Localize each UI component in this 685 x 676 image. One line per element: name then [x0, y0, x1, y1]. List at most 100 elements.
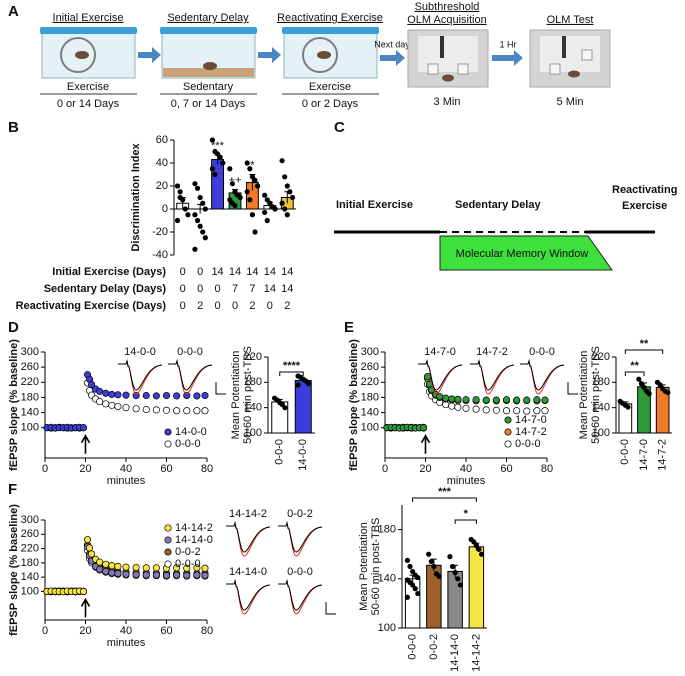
data-point: [229, 181, 235, 187]
y-tick-label: 220: [244, 351, 262, 363]
data-point: [108, 401, 116, 409]
panel-c: Initial Exercise Sedentary Delay Reactiv…: [334, 184, 677, 271]
phase-label: Reactivating: [612, 184, 677, 196]
x-tick-label: 14-14-0: [449, 634, 461, 672]
data-point: [244, 189, 250, 195]
data-point: [152, 564, 160, 572]
data-point: [193, 564, 201, 572]
data-point: [523, 396, 531, 404]
data-point: [83, 536, 92, 544]
data-point: [177, 194, 183, 201]
data-point: [404, 557, 411, 563]
data-point: [284, 183, 290, 189]
legend-label: 0-0-2: [175, 546, 201, 558]
data-point: [415, 574, 421, 581]
y-tick-label: 180: [592, 376, 610, 388]
table-cell: 14: [211, 266, 223, 278]
arena-cue: [562, 36, 566, 58]
data-point: [625, 404, 631, 410]
data-point: [264, 217, 270, 224]
trace-label: 14-7-2: [476, 346, 508, 358]
data-point: [449, 563, 456, 570]
data-point: [194, 185, 201, 191]
data-point: [426, 551, 432, 557]
data-point: [407, 563, 413, 570]
table-cell: 14: [229, 266, 241, 278]
trace-label: 0-0-0: [529, 346, 555, 358]
y-axis-label: Mean Potentiation: [578, 351, 590, 440]
data-point: [174, 217, 181, 224]
bar: [294, 379, 312, 434]
significance: **: [640, 338, 649, 350]
bedding: [163, 68, 254, 77]
data-point: [282, 405, 288, 411]
data-point: [478, 551, 485, 557]
data-point: [452, 570, 458, 576]
y-axis-label: 50-60 min post-TBS: [370, 518, 382, 616]
object: [549, 63, 561, 75]
data-point: [252, 229, 258, 235]
data-point: [197, 223, 203, 229]
trace: [226, 579, 271, 615]
legend-marker: [504, 428, 512, 436]
bracket: [624, 349, 664, 354]
x-tick-label: 60: [500, 463, 512, 475]
data-point: [436, 393, 444, 401]
data-point: [454, 395, 462, 403]
x-tick-label: 40: [460, 463, 472, 475]
stage-title: Reactivating Exercise: [277, 12, 383, 24]
object: [457, 63, 469, 75]
y-tick-label: 0: [162, 203, 168, 215]
panel-label: D: [8, 319, 19, 336]
legend-label: 0-0-0: [175, 438, 201, 450]
y-tick-label: 140: [21, 406, 39, 418]
data-point: [415, 590, 421, 597]
x-axis-label: minutes: [447, 475, 486, 487]
data-point: [88, 381, 96, 389]
data-point: [201, 407, 209, 415]
data-point: [108, 390, 116, 398]
data-point: [513, 396, 521, 404]
data-point: [152, 571, 160, 579]
legend-marker: [164, 548, 172, 556]
y-tick-label: 20: [156, 180, 168, 192]
data-point: [423, 373, 432, 381]
data-point: [79, 587, 88, 595]
y-tick-label: 260: [21, 361, 39, 373]
data-point: [142, 405, 150, 414]
mouse: [317, 51, 331, 59]
data-point: [152, 406, 160, 414]
data-point: [162, 391, 171, 400]
data-point: [502, 407, 511, 415]
legend-marker: [504, 416, 512, 424]
data-point: [183, 407, 191, 415]
data-point: [295, 382, 301, 388]
data-point: [132, 391, 140, 400]
data-point: [192, 181, 198, 187]
trace: [226, 521, 271, 557]
data-point: [412, 586, 418, 592]
significance: ***: [438, 486, 452, 498]
panel-label: A: [8, 3, 19, 20]
x-tick-label: 0: [42, 625, 48, 637]
y-tick-label: 180: [378, 524, 396, 536]
y-tick-label: 100: [21, 422, 39, 434]
data-point: [201, 391, 209, 400]
data-point: [193, 571, 201, 579]
table-cell: 0: [197, 283, 203, 295]
stage-duration: 5 Min: [557, 96, 584, 108]
data-point: [142, 564, 150, 572]
data-point: [114, 402, 122, 411]
data-point: [431, 563, 437, 570]
data-point: [447, 554, 453, 560]
data-point: [462, 404, 470, 412]
y-tick-label: -40: [152, 249, 168, 261]
data-point: [96, 398, 104, 406]
x-tick-label: 14-7-2: [657, 439, 669, 471]
trace-label: 0-0-2: [287, 508, 313, 520]
scale-bar: [215, 382, 226, 395]
trace: [520, 359, 565, 395]
y-tick-label: 220: [592, 351, 610, 363]
y-axis-label: 50-60 min post-TBS: [242, 346, 254, 444]
cage-lid: [160, 27, 257, 34]
